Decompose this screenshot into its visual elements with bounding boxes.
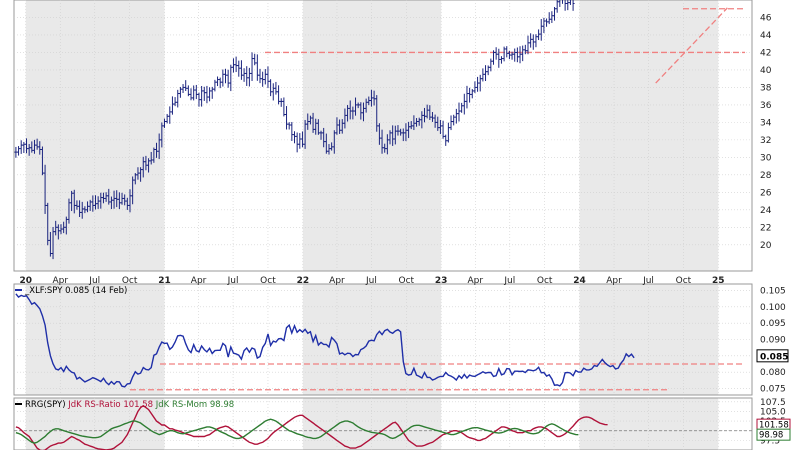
rs-ratio-line [15, 404, 608, 452]
y-tick-label: 28 [760, 171, 772, 181]
x-tick-label: 20 [19, 276, 32, 286]
x-tick-label: Jul [365, 276, 377, 286]
y-tick-label: 0.095 [760, 319, 786, 329]
x-tick-label: Oct [399, 276, 415, 286]
rrg-last-box [756, 428, 791, 441]
x-tick-label: Jul [227, 276, 239, 286]
y-tick-label: 0.075 [760, 384, 786, 394]
y-tick-label: 0.100 [760, 303, 786, 313]
y-tick-label: 46 [760, 13, 772, 23]
last-value-label: 0.085 [760, 352, 788, 362]
y-tick-label: 97.5 [760, 436, 780, 446]
y-tick-label: 34 [760, 118, 772, 128]
x-tick-label: Oct [676, 276, 692, 286]
ratio-line [15, 293, 635, 388]
x-tick-label: 21 [158, 276, 171, 286]
x-tick-label: Jul [642, 276, 654, 286]
x-tick-label: Apr [329, 276, 345, 286]
year-shade [579, 284, 719, 395]
year-shade [25, 0, 165, 271]
x-tick-label: Apr [52, 276, 68, 286]
y-tick-label: 0.105 [760, 287, 786, 297]
y-tick-label: 0.090 [760, 336, 786, 346]
x-tick-label: 24 [573, 276, 586, 286]
y-tick-label: 24 [760, 206, 772, 216]
y-tick-label: 105.0 [760, 407, 786, 417]
rs-ratio-legend: JdK RS-Ratio 101.58 [67, 400, 156, 410]
y-tick-label: 42 [760, 48, 771, 58]
x-tick-label: Apr [468, 276, 484, 286]
y-tick-label: 30 [760, 153, 772, 163]
panel-frame [13, 0, 753, 272]
x-tick-label: Apr [191, 276, 207, 286]
ratio-legend: _XLF:SPY 0.085 (14 Feb) [24, 286, 127, 296]
y-tick-label: 26 [760, 188, 772, 198]
x-tick-label: 23 [435, 276, 448, 286]
rrg-legend: RRG(SPY) JdK RS-Ratio 101.58 JdK RS-Mom … [25, 400, 234, 410]
year-shade [579, 398, 719, 450]
y-tick-label: 0.080 [760, 368, 786, 378]
x-tick-label: 25 [712, 276, 725, 286]
x-tick-label: Apr [606, 276, 622, 286]
y-tick-label: 20 [760, 241, 772, 251]
rs-momentum-line [15, 418, 579, 444]
x-tick-label: 22 [297, 276, 310, 286]
y-tick-label: 22 [760, 223, 771, 233]
rrg-last-label: 101.58 [759, 421, 789, 431]
rs-momentum-legend: JdK RS-Mom 98.98 [155, 400, 234, 410]
x-tick-label: Jul [503, 276, 515, 286]
year-shade [302, 398, 442, 450]
y-tick-label: 32 [760, 136, 771, 146]
y-tick-label: 107.5 [760, 398, 786, 408]
rrg-last-label: 98.98 [759, 431, 783, 441]
y-tick-label: 44 [760, 31, 772, 41]
year-shade [579, 0, 719, 271]
rrg-legend-prefix: RRG(SPY) [25, 400, 68, 410]
last-value-box [756, 349, 789, 363]
x-tick-label: Oct [537, 276, 553, 286]
x-tick-label: Jul [88, 276, 100, 286]
trend-line [655, 7, 728, 84]
x-tick-label: Oct [122, 276, 138, 286]
y-tick-label: 40 [760, 66, 772, 76]
y-tick-label: 36 [760, 101, 772, 111]
y-tick-label: 38 [760, 83, 772, 93]
x-tick-label: Oct [260, 276, 276, 286]
